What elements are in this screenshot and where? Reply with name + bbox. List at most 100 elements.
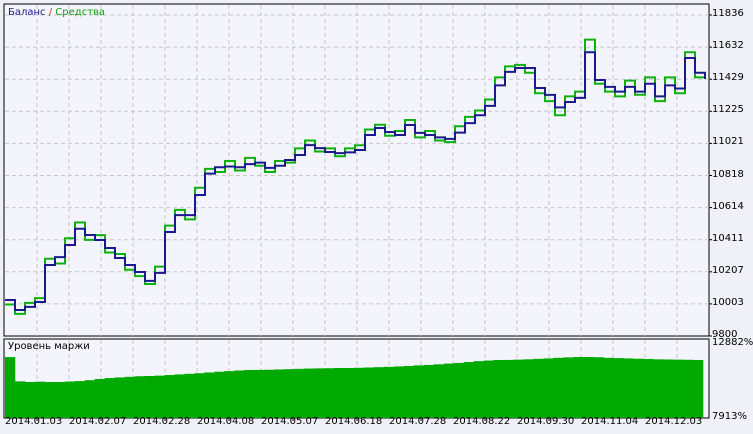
- margin-bar: [513, 359, 524, 418]
- margin-bar: [673, 359, 684, 418]
- margin-bar: [134, 376, 145, 418]
- margin-min-label: 7913%: [712, 411, 747, 422]
- margin-bar: [483, 360, 494, 418]
- y-tick-label: 10411: [712, 232, 744, 244]
- margin-bar: [324, 368, 335, 418]
- margin-bar: [274, 369, 285, 418]
- margin-bar: [553, 357, 564, 418]
- margin-bar: [443, 363, 455, 418]
- margin-bar: [403, 365, 415, 418]
- legend-separator: /: [48, 7, 53, 18]
- margin-bar: [64, 381, 76, 418]
- x-tick-label: 2014.06.18: [325, 416, 383, 427]
- margin-bar: [44, 382, 56, 418]
- margin-bar: [423, 364, 435, 418]
- margin-bar: [503, 359, 514, 418]
- margin-bar: [5, 357, 16, 418]
- margin-bar: [104, 378, 115, 418]
- margin-bar: [54, 382, 66, 418]
- margin-bar: [164, 375, 175, 418]
- margin-bar: [563, 357, 574, 418]
- x-tick-label: 2014.12.03: [645, 416, 703, 427]
- legend-equity: Средства: [55, 7, 106, 18]
- y-tick-label: 10818: [712, 168, 744, 180]
- margin-bar: [683, 359, 694, 418]
- margin-bar: [254, 369, 265, 418]
- margin-bar: [453, 362, 464, 418]
- margin-bar: [284, 369, 295, 418]
- margin-bar: [234, 370, 245, 418]
- x-tick-label: 2014.09.30: [517, 416, 575, 427]
- legend-balance: Баланс: [8, 7, 46, 18]
- margin-bar: [184, 373, 195, 418]
- x-tick-label: 2014.04.08: [197, 416, 255, 427]
- margin-max-label: 12882%: [712, 337, 753, 348]
- margin-bar: [194, 373, 205, 418]
- margin-bar: [124, 376, 135, 418]
- margin-bar: [373, 367, 385, 418]
- margin-bar: [593, 357, 604, 418]
- x-tick-label: 2014.02.28: [133, 416, 191, 427]
- x-tick-label: 2014.02.07: [69, 416, 127, 427]
- margin-bar: [314, 368, 325, 418]
- y-tick-label: 11225: [712, 104, 744, 116]
- margin-bar: [413, 365, 425, 418]
- balance-line: [5, 51, 706, 311]
- y-tick-label: 11632: [712, 40, 744, 52]
- y-tick-label: 11836: [712, 8, 744, 19]
- margin-bar: [334, 367, 345, 418]
- margin-bar: [643, 359, 654, 418]
- margin-bar: [523, 359, 534, 418]
- margin-bar: [583, 356, 594, 418]
- margin-bar: [693, 359, 704, 418]
- margin-bar: [34, 381, 46, 418]
- margin-bar: [623, 358, 634, 418]
- margin-bar: [74, 381, 86, 418]
- margin-bar: [174, 374, 185, 418]
- y-tick-label: 11021: [712, 136, 744, 148]
- margin-bar: [24, 381, 36, 418]
- margin-bar: [653, 359, 664, 418]
- margin-bar: [493, 359, 504, 418]
- margin-bar: [393, 366, 405, 418]
- y-tick-label: 9800: [712, 329, 738, 340]
- x-tick-label: 2014.11.04: [581, 416, 639, 427]
- margin-bar: [344, 367, 355, 418]
- margin-bar: [463, 362, 474, 418]
- margin-bar: [363, 367, 375, 418]
- margin-bar: [224, 371, 235, 418]
- margin-bar: [603, 357, 614, 418]
- x-tick-label: 2014.05.07: [261, 416, 319, 427]
- x-tick-label: 2014.01.03: [5, 416, 63, 427]
- margin-bar: [114, 377, 125, 418]
- margin-bar: [154, 375, 165, 418]
- margin-panel-title: Уровень маржи: [8, 341, 90, 352]
- y-tick-label: 10003: [712, 296, 744, 308]
- margin-bar: [543, 358, 554, 418]
- y-tick-label: 10614: [712, 200, 744, 212]
- margin-bar: [533, 358, 544, 418]
- margin-bar: [473, 361, 484, 418]
- y-tick-label: 10207: [712, 264, 744, 276]
- margin-bar: [633, 358, 644, 418]
- margin-bar: [383, 366, 395, 418]
- margin-bar: [573, 356, 584, 418]
- margin-bar: [354, 367, 365, 418]
- margin-bar: [613, 358, 624, 418]
- margin-bar: [294, 368, 305, 418]
- margin-bar: [214, 371, 225, 418]
- margin-bar: [144, 375, 155, 418]
- margin-bar: [663, 359, 674, 418]
- margin-bar: [264, 369, 275, 418]
- margin-bar: [14, 381, 26, 418]
- y-tick-label: 11429: [712, 72, 744, 84]
- margin-bar: [204, 372, 215, 418]
- x-tick-label: 2014.08.22: [453, 416, 511, 427]
- margin-bar: [94, 378, 106, 418]
- chart-legend-title: Баланс / Средства: [8, 7, 105, 18]
- margin-bar: [433, 364, 445, 418]
- margin-bar: [304, 368, 315, 418]
- margin-bar: [244, 370, 255, 418]
- margin-bar: [84, 380, 96, 418]
